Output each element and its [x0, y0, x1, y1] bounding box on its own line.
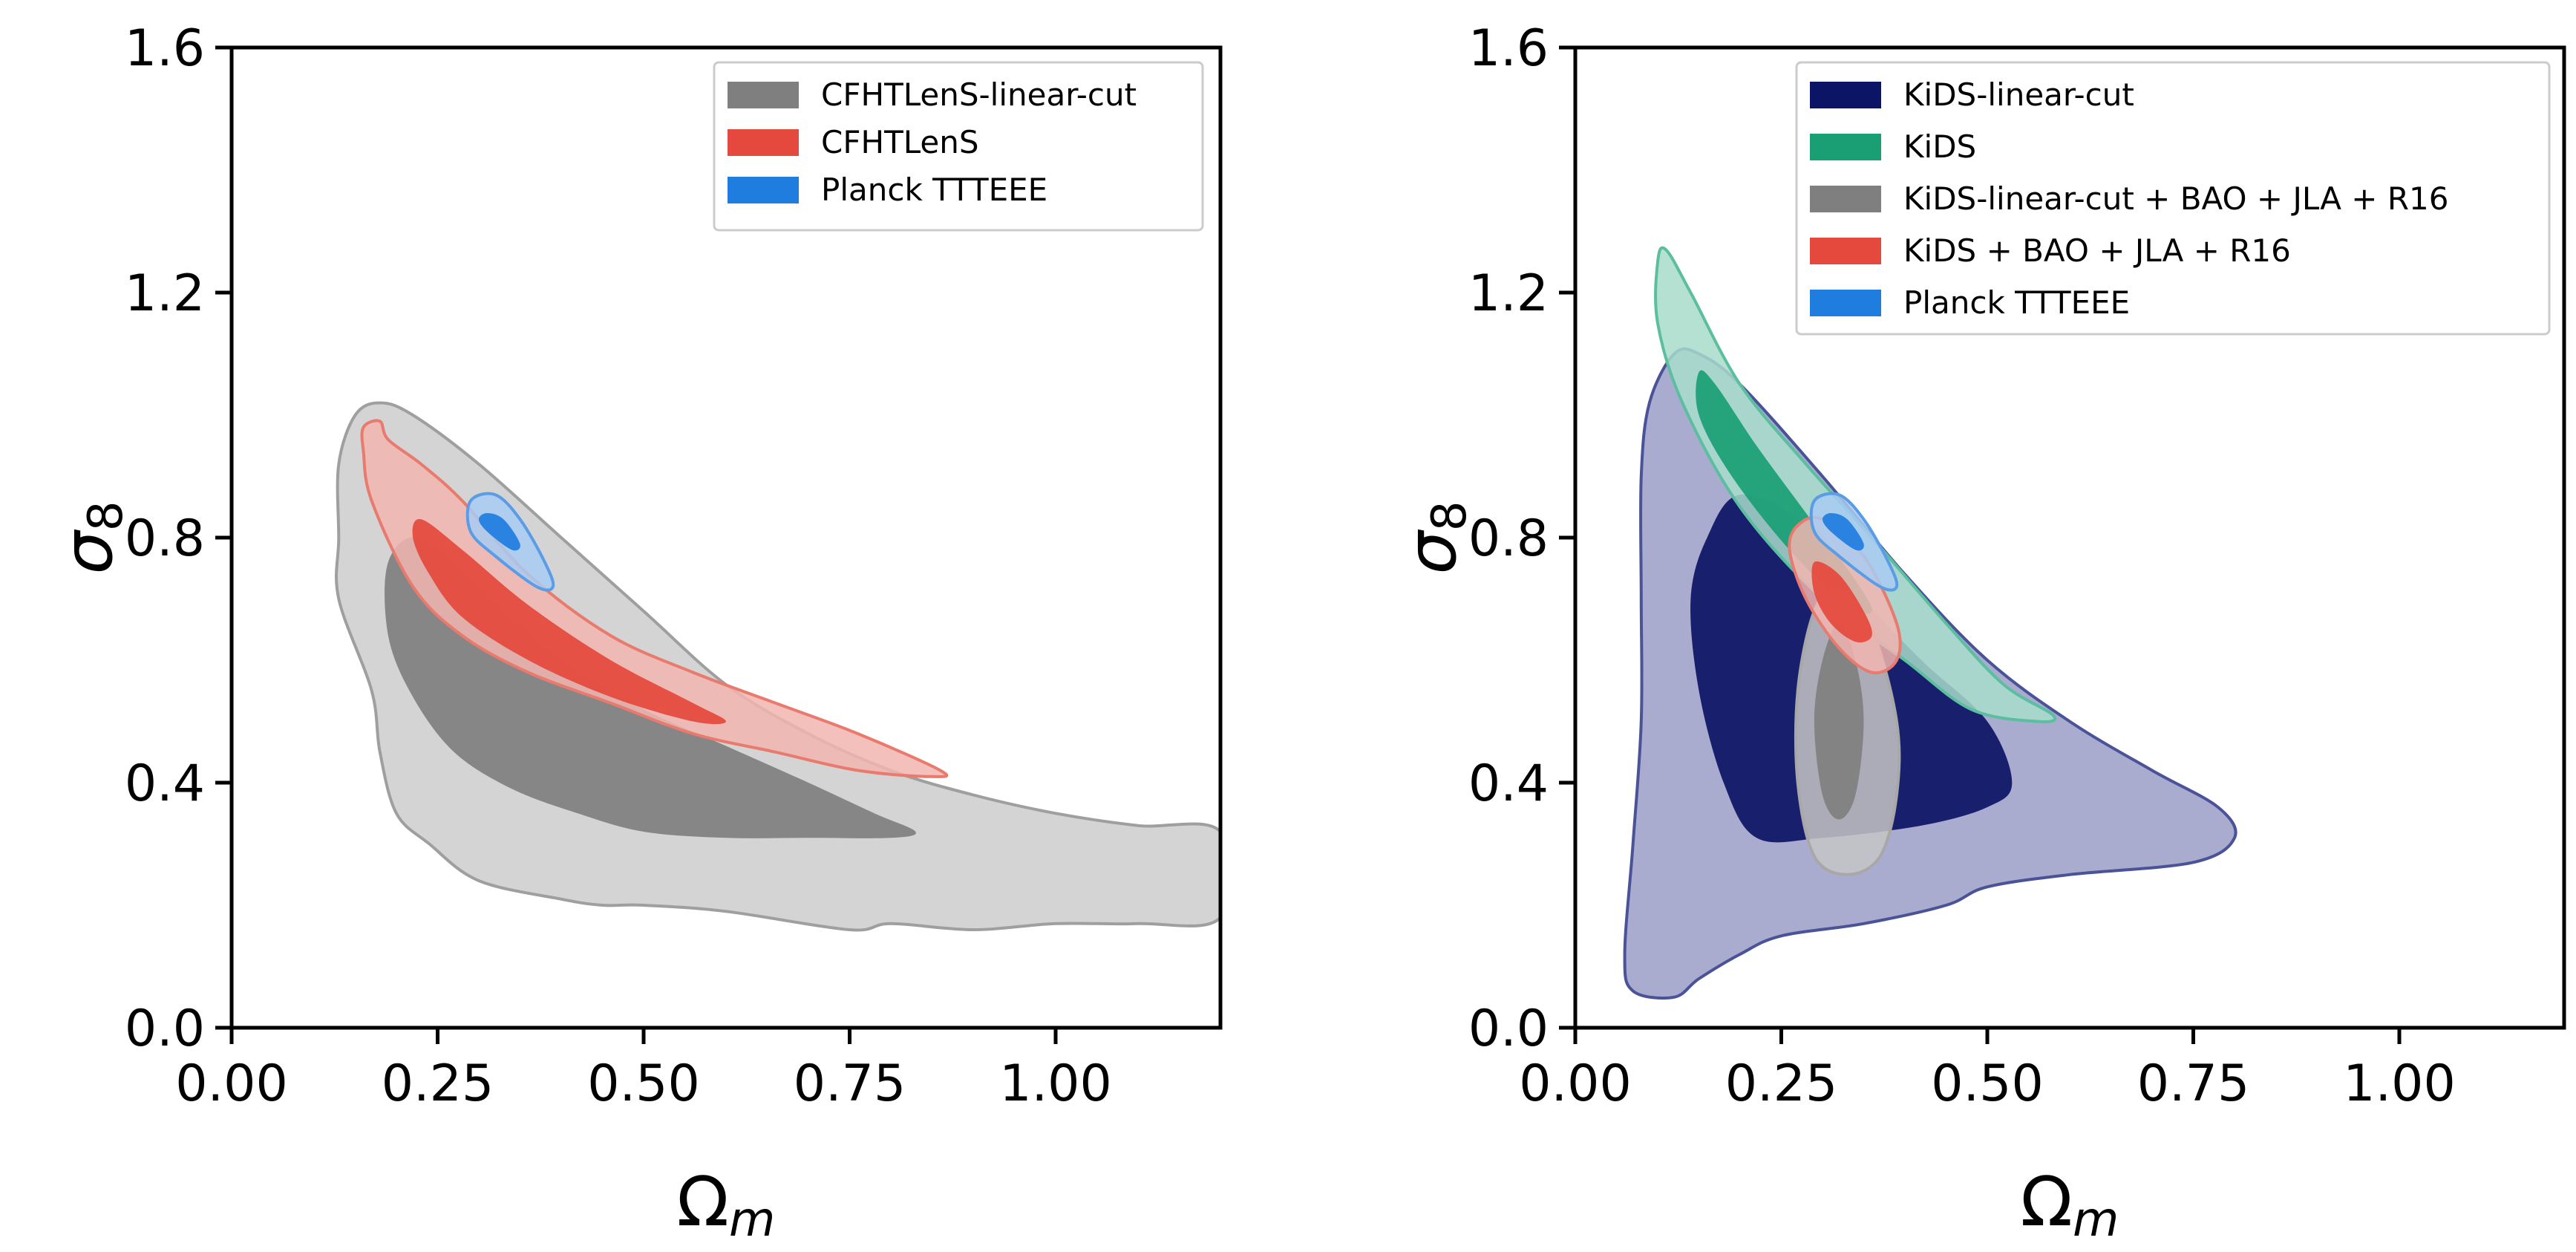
- left-y-tick-label: 1.6: [125, 19, 205, 78]
- right-y-tick-label: 1.6: [1468, 19, 1549, 78]
- left-legend-swatch-planck-ttteee: [728, 177, 799, 203]
- right-y-tick-label: 0.0: [1468, 1000, 1549, 1058]
- left-x-tick-label: 0.75: [794, 1054, 906, 1113]
- right-x-tick-label: 0.00: [1519, 1054, 1631, 1113]
- left-y-tick-label: 0.0: [125, 1000, 205, 1058]
- right-x-tick-label: 0.75: [2137, 1054, 2249, 1113]
- right-y-tick-label: 1.2: [1468, 264, 1549, 323]
- right-legend: KiDS-linear-cut KiDS KiDS-linear-cut + BAO…: [1795, 61, 2551, 336]
- right-legend-label-kids-bao-jla-r16: KiDS + BAO + JLA + R16: [1903, 232, 2291, 269]
- left-y-tick-label: 0.8: [125, 509, 205, 568]
- right-legend-label-kids-linear-cut: KiDS-linear-cut: [1903, 76, 2134, 113]
- left-ticks: 0.00 0.25 0.50 0.75 1.00 0.0 0.4 0.8 1.2 1.6: [125, 19, 1112, 1113]
- left-y-axis-label: σ8: [48, 501, 134, 574]
- left-y-tick-label: 0.4: [125, 754, 205, 813]
- right-contours: [1623, 246, 2237, 1000]
- left-x-tick-label: 0.25: [382, 1054, 494, 1113]
- right-x-tick-label: 0.50: [1931, 1054, 2043, 1113]
- left-legend-label-cfhtlens-linear-cut: CFHTLenS-linear-cut: [821, 76, 1137, 113]
- right-legend-label-kids: KiDS: [1903, 128, 1976, 165]
- left-cfhtlens-contour-68: [412, 518, 726, 725]
- left-contours: [335, 401, 1220, 932]
- left-x-tick-label: 0.00: [175, 1054, 287, 1113]
- left-planck-ttteee-contour-68: [479, 513, 520, 551]
- left-legend-swatch-cfhtlens-linear-cut: [728, 82, 799, 108]
- right-legend-box: [1795, 61, 2551, 336]
- right-kids-linear-cut-bao-jla-r16-contour-68: [1814, 623, 1864, 820]
- right-legend-swatch-kids-bao-jla-r16: [1810, 238, 1881, 264]
- left-legend-label-cfhtlens: CFHTLenS: [821, 124, 979, 160]
- right-x-axis-label: Ωm: [2021, 1162, 2119, 1248]
- right-ticks: 0.00 0.25 0.50 0.75 1.00 0.0 0.4 0.8 1.2 1.6: [1468, 19, 2456, 1113]
- left-y-tick-label: 1.2: [125, 264, 205, 323]
- left-x-tick-label: 0.50: [587, 1054, 699, 1113]
- right-legend-swatch-kids-linear-cut-bao-jla-r16: [1810, 186, 1881, 212]
- left-cfhtlens-linear-cut-contour-68: [385, 536, 916, 838]
- right-legend-swatch-kids-linear-cut: [1810, 82, 1881, 108]
- right-y-tick-label: 0.4: [1468, 754, 1549, 813]
- right-x-tick-label: 0.25: [1725, 1054, 1837, 1113]
- right-y-axis-label: σ8: [1392, 501, 1477, 574]
- left-legend-box: [713, 61, 1204, 232]
- right-legend-label-kids-linear-cut-bao-jla-r16: KiDS-linear-cut + BAO + JLA + R16: [1903, 180, 2448, 217]
- left-x-axis-label: Ωm: [677, 1162, 776, 1248]
- right-legend-swatch-planck-ttteee: [1810, 290, 1881, 316]
- right-kids-contour-95: [1654, 246, 2057, 723]
- right-legend-swatch-kids: [1810, 134, 1881, 160]
- left-panel: 0.00 0.25 0.50 0.75 1.00 0.0 0.4 0.8 1.2 1.6 Ωm σ…: [48, 19, 1223, 1248]
- right-planck-ttteee-contour-68: [1823, 513, 1864, 551]
- left-legend-label-planck-ttteee: Planck TTTEEE: [821, 172, 1047, 208]
- right-panel: 0.00 0.25 0.50 0.75 1.00 0.0 0.4 0.8 1.2 1.6 Ωm σ…: [1392, 19, 2566, 1248]
- left-x-tick-label: 1.00: [999, 1054, 1111, 1113]
- right-legend-label-planck-ttteee: Planck TTTEEE: [1903, 284, 2130, 321]
- left-legend: CFHTLenS-linear-cut CFHTLenS Planck TTTEEE: [713, 61, 1204, 232]
- right-y-tick-label: 0.8: [1468, 509, 1549, 568]
- right-kids-bao-jla-r16-contour-68: [1811, 561, 1872, 643]
- right-x-tick-label: 1.00: [2343, 1054, 2455, 1113]
- left-legend-swatch-cfhtlens: [728, 129, 799, 156]
